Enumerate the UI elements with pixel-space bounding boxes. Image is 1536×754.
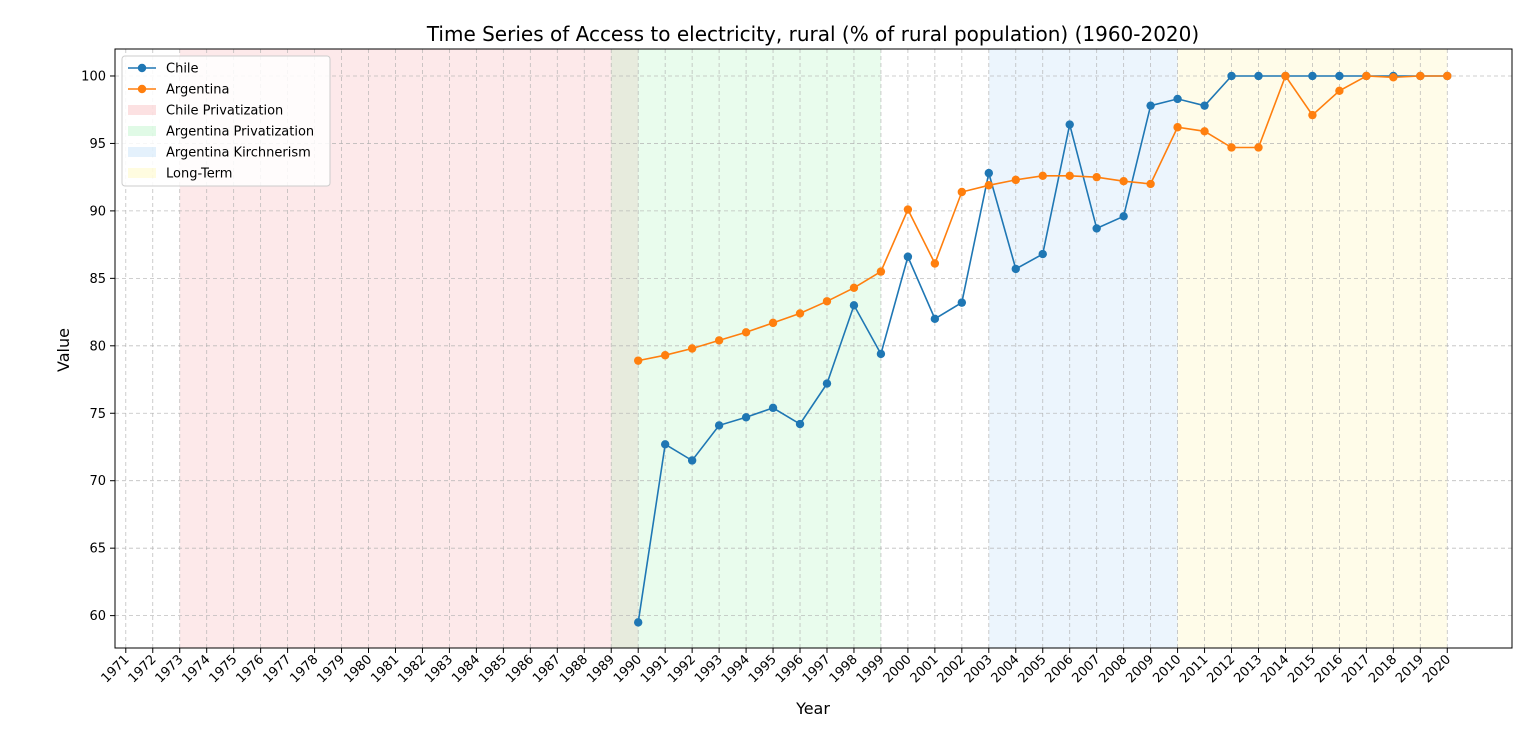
data-point-argentina — [1416, 71, 1425, 81]
data-point-chile — [1227, 71, 1236, 81]
data-point-argentina — [876, 267, 886, 276]
data-point-argentina — [634, 356, 643, 365]
data-point-argentina — [1227, 143, 1236, 152]
data-point-chile — [1173, 94, 1182, 104]
data-point-argentina — [1146, 179, 1155, 189]
y-tick-label: 80 — [89, 339, 106, 354]
legend-entry-label: Argentina — [166, 83, 229, 98]
chart-title: Time Series of Access to electricity, ru… — [426, 22, 1199, 46]
legend-region-swatch — [128, 168, 156, 178]
data-point-chile — [984, 168, 993, 178]
data-point-chile — [957, 298, 967, 307]
axes-frame — [114, 48, 1513, 649]
data-point-argentina — [741, 328, 751, 337]
data-point-argentina — [768, 318, 778, 328]
data-point-chile — [1335, 71, 1344, 81]
x-axis-label: Year — [795, 699, 830, 718]
y-tick-label: 90 — [89, 204, 106, 219]
data-point-chile — [1200, 101, 1209, 110]
data-point-argentina — [1092, 172, 1101, 182]
data-point-chile — [660, 440, 670, 449]
legend-region-swatch — [128, 126, 156, 136]
data-point-chile — [1092, 224, 1101, 233]
data-point-argentina — [795, 309, 805, 318]
y-tick-label: 70 — [89, 474, 106, 489]
legend-region-swatch — [128, 105, 156, 115]
data-point-chile — [930, 314, 940, 324]
data-point-chile — [768, 403, 778, 413]
data-point-argentina — [1173, 123, 1182, 132]
legend-entry-label: Argentina Kirchnerism — [166, 146, 311, 161]
data-point-argentina — [1308, 110, 1317, 120]
shaded-region-2 — [988, 49, 1178, 648]
data-point-chile — [1254, 71, 1263, 81]
data-point-argentina — [687, 344, 697, 353]
legend-point-marker — [137, 63, 147, 73]
y-tick-label: 95 — [89, 137, 106, 152]
data-point-argentina — [1119, 177, 1128, 186]
shaded-region-1 — [611, 49, 881, 648]
data-point-argentina — [1281, 71, 1290, 81]
data-point-argentina — [1335, 86, 1344, 96]
data-point-chile — [741, 413, 751, 422]
data-point-argentina — [660, 351, 670, 360]
data-point-chile — [687, 456, 697, 465]
legend-entry-label: Chile — [166, 62, 199, 77]
y-tick-label: 75 — [89, 407, 106, 422]
plot-area: 1971197219731974197519761977197819791980… — [81, 48, 1513, 686]
data-point-chile — [634, 618, 643, 627]
data-point-chile — [1308, 71, 1317, 81]
legend-point-marker — [137, 84, 147, 94]
data-point-argentina — [1011, 175, 1020, 185]
data-point-chile — [1119, 212, 1128, 221]
y-axis-label: Value — [54, 328, 73, 372]
data-point-argentina — [984, 181, 993, 190]
data-point-argentina — [930, 259, 940, 268]
data-point-chile — [1065, 120, 1074, 129]
data-point-chile — [795, 419, 805, 429]
data-point-chile — [1038, 249, 1047, 259]
data-point-argentina — [1254, 143, 1263, 152]
data-point-argentina — [849, 283, 859, 292]
y-tick-label: 65 — [89, 542, 106, 557]
data-point-argentina — [903, 205, 913, 214]
data-point-argentina — [1038, 171, 1047, 181]
legend: Chile Argentina Chile Privatization Argenti… — [121, 55, 331, 187]
y-tick-label: 60 — [89, 609, 106, 624]
data-point-chile — [1011, 264, 1020, 274]
legend-box — [121, 55, 331, 187]
data-point-argentina — [1065, 171, 1074, 181]
legend-entry-label: Argentina Privatization — [166, 125, 314, 140]
data-point-chile — [849, 301, 859, 310]
data-point-chile — [822, 379, 832, 388]
data-point-argentina — [822, 297, 832, 306]
data-point-chile — [1146, 101, 1155, 110]
data-point-argentina — [1443, 71, 1452, 81]
data-point-chile — [903, 252, 913, 261]
data-point-argentina — [957, 187, 967, 197]
data-point-argentina — [1200, 127, 1209, 136]
legend-region-swatch — [128, 147, 156, 157]
legend-entry-label: Chile Privatization — [166, 104, 283, 119]
data-point-argentina — [1362, 71, 1371, 81]
data-point-argentina — [714, 336, 724, 345]
data-point-chile — [876, 349, 886, 359]
legend-entry-label: Long-Term — [166, 167, 232, 182]
data-point-chile — [714, 421, 724, 430]
y-tick-label: 85 — [89, 272, 106, 287]
y-tick-label: 100 — [81, 69, 106, 84]
data-point-argentina — [1389, 73, 1398, 82]
